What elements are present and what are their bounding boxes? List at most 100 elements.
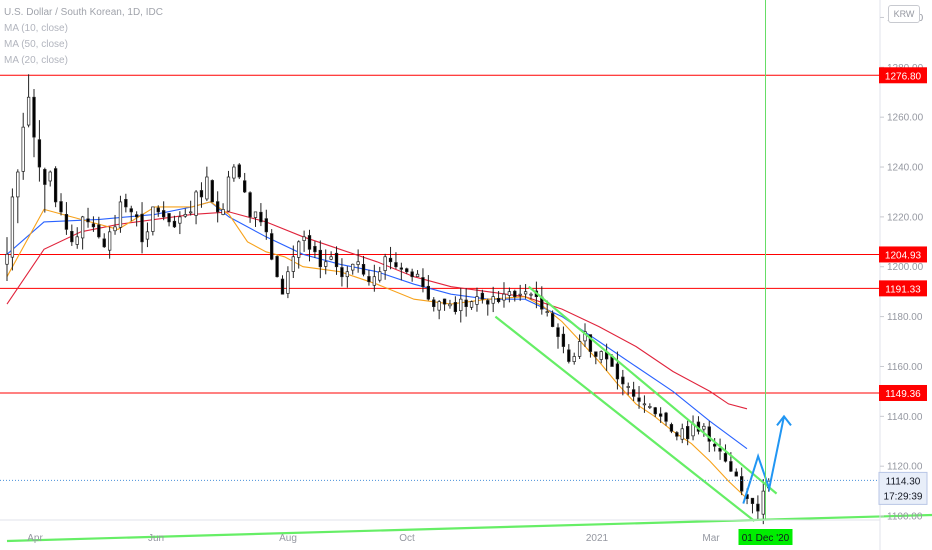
candle <box>361 255 366 277</box>
candle <box>189 200 193 216</box>
candle-body <box>415 273 420 277</box>
last-price-label: 1114.30 <box>886 476 921 487</box>
candle-body <box>707 426 711 442</box>
candle-body <box>480 292 485 300</box>
chart-legend: U.S. Dollar / South Korean, 1D, IDC MA (… <box>4 5 163 69</box>
candle-body <box>37 139 42 168</box>
indicator-ma20[interactable]: MA (20, close) <box>4 55 68 66</box>
candle-body <box>491 296 495 304</box>
candle <box>183 208 187 218</box>
candle-body <box>507 291 512 296</box>
indicator-ma10[interactable]: MA (10, close) <box>4 23 68 34</box>
candle <box>453 296 458 315</box>
candle-body <box>664 412 668 422</box>
candle <box>329 251 333 261</box>
candle <box>107 226 112 259</box>
candle-body <box>113 226 117 232</box>
candle-body <box>80 216 85 239</box>
support-trendline[interactable] <box>6 504 932 543</box>
candle <box>156 205 160 217</box>
channel-lower-line[interactable] <box>494 315 756 522</box>
y-tick-label: 1120.00 <box>887 462 923 473</box>
candle-body <box>43 169 47 185</box>
candle <box>37 120 42 182</box>
candle <box>437 300 441 320</box>
candle <box>307 229 312 262</box>
candle-body <box>91 223 96 228</box>
candle-body <box>626 386 630 388</box>
candle <box>448 299 452 309</box>
y-tick-label: 1160.00 <box>887 362 923 373</box>
candle-body <box>324 261 328 267</box>
y-tick-label: 1200.00 <box>887 262 924 273</box>
candle <box>216 191 220 223</box>
candle-body <box>750 497 755 504</box>
level-price-badge <box>879 384 927 401</box>
candle <box>577 334 582 360</box>
candle <box>64 202 69 235</box>
candle <box>491 286 495 313</box>
candle <box>507 287 512 303</box>
candle-body <box>486 300 490 305</box>
candle <box>5 237 9 282</box>
candle <box>653 406 657 418</box>
candle <box>486 298 490 316</box>
candle-body <box>32 96 36 138</box>
candle-body <box>129 208 133 213</box>
candle-body <box>567 349 571 362</box>
candle <box>43 167 47 213</box>
candle <box>210 179 214 203</box>
candle <box>475 287 479 312</box>
channel-upper-line[interactable] <box>527 285 778 495</box>
candle <box>642 395 647 413</box>
level-price-label: 1149.36 <box>885 389 921 400</box>
candle <box>561 326 566 354</box>
candle <box>637 386 641 409</box>
candle-body <box>432 299 436 307</box>
y-tick-label: 1240.00 <box>887 163 924 174</box>
candle-body <box>134 214 139 218</box>
candle-body <box>734 471 738 477</box>
candle-body <box>48 171 52 182</box>
candle <box>10 188 15 271</box>
candle-body <box>210 180 214 203</box>
candle <box>243 172 247 194</box>
indicator-ma50[interactable]: MA (50, close) <box>4 39 68 50</box>
candle <box>145 222 150 248</box>
candle <box>367 269 371 286</box>
candle-body <box>16 171 20 198</box>
projection-arrowhead[interactable] <box>776 414 792 426</box>
candle-body <box>383 256 387 271</box>
candle-body <box>702 425 706 430</box>
candle-body <box>637 397 641 402</box>
candle <box>118 195 123 233</box>
currency-badge[interactable]: KRW <box>888 5 920 23</box>
candle-body <box>648 406 652 408</box>
candle <box>275 255 279 278</box>
candle-body <box>124 199 128 208</box>
candle <box>26 74 31 128</box>
candle <box>167 213 171 227</box>
candle <box>48 170 52 187</box>
candle-body <box>556 327 560 337</box>
candle-body <box>442 298 447 305</box>
candle <box>394 252 398 269</box>
candle-body <box>318 249 322 268</box>
x-tick-label: 2021 <box>586 533 609 544</box>
candle-body <box>118 201 123 228</box>
candle-body <box>761 490 765 515</box>
candle-body <box>313 246 317 253</box>
candle-body <box>475 296 479 305</box>
candle-body <box>162 210 166 218</box>
candle <box>313 241 317 258</box>
candle <box>713 438 717 452</box>
candle <box>134 211 139 227</box>
candle <box>415 270 420 277</box>
candle <box>658 407 663 423</box>
horizontal-levels[interactable] <box>0 74 880 394</box>
candle <box>572 352 576 365</box>
candle-body <box>102 238 106 248</box>
candle <box>410 268 414 282</box>
